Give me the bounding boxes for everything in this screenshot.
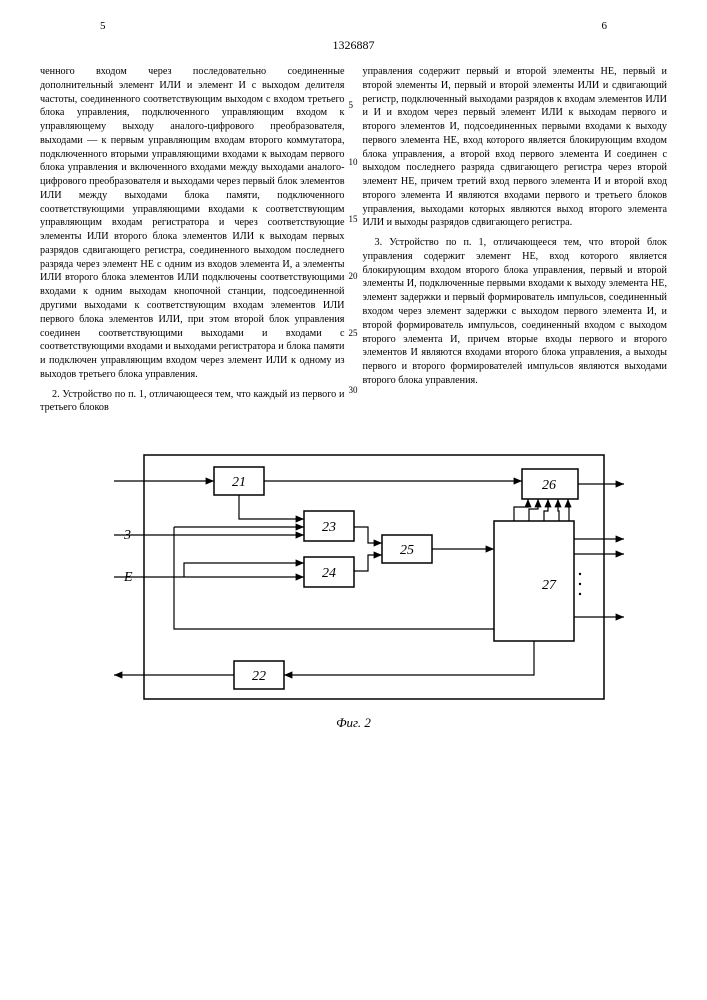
svg-text:22: 22: [252, 669, 266, 684]
lineno-30: 30: [349, 386, 358, 395]
figure-caption: Фиг. 2: [336, 715, 371, 731]
right-paragraph-1: управления содержит первый и второй элем…: [363, 65, 668, 230]
page-header: 5 6: [40, 20, 667, 32]
figure-2: 3 E 21 22 23 24 25: [40, 449, 667, 731]
page-num-left: 5: [100, 20, 106, 32]
lineno-20: 20: [349, 272, 358, 281]
block-diagram: 3 E 21 22 23 24 25: [84, 449, 624, 709]
block-27: 27: [494, 521, 574, 641]
page: 5 6 1326887 ченного входом через последо…: [0, 0, 707, 761]
block-26: 26: [522, 469, 578, 499]
line-numbers: 5 10 15 20 25 30: [349, 65, 358, 395]
svg-text:21: 21: [232, 475, 246, 490]
block-25: 25: [382, 535, 432, 563]
right-paragraph-2: 3. Устройство по п. 1, отличающееся тем,…: [363, 236, 668, 387]
block-22: 22: [234, 661, 284, 689]
block-23: 23: [304, 511, 354, 541]
svg-text:27: 27: [542, 578, 557, 593]
lineno-10: 10: [349, 158, 358, 167]
lineno-25: 25: [349, 329, 358, 338]
document-number: 1326887: [40, 38, 667, 53]
block-21: 21: [214, 467, 264, 495]
text-columns: ченного входом через последовательно сое…: [40, 65, 667, 421]
block-24: 24: [304, 557, 354, 587]
svg-text:26: 26: [542, 478, 556, 493]
left-column: ченного входом через последовательно сое…: [40, 65, 345, 421]
svg-text:23: 23: [322, 520, 336, 535]
lineno-15: 15: [349, 215, 358, 224]
lineno-5: 5: [349, 101, 358, 110]
left-paragraph-2: 2. Устройство по п. 1, отличающееся тем,…: [40, 388, 345, 416]
svg-text:25: 25: [400, 543, 414, 558]
left-paragraph-1: ченного входом через последовательно сое…: [40, 65, 345, 382]
page-num-right: 6: [602, 20, 608, 32]
right-column: 5 10 15 20 25 30 управления содержит пер…: [363, 65, 668, 421]
svg-text:24: 24: [322, 566, 336, 581]
